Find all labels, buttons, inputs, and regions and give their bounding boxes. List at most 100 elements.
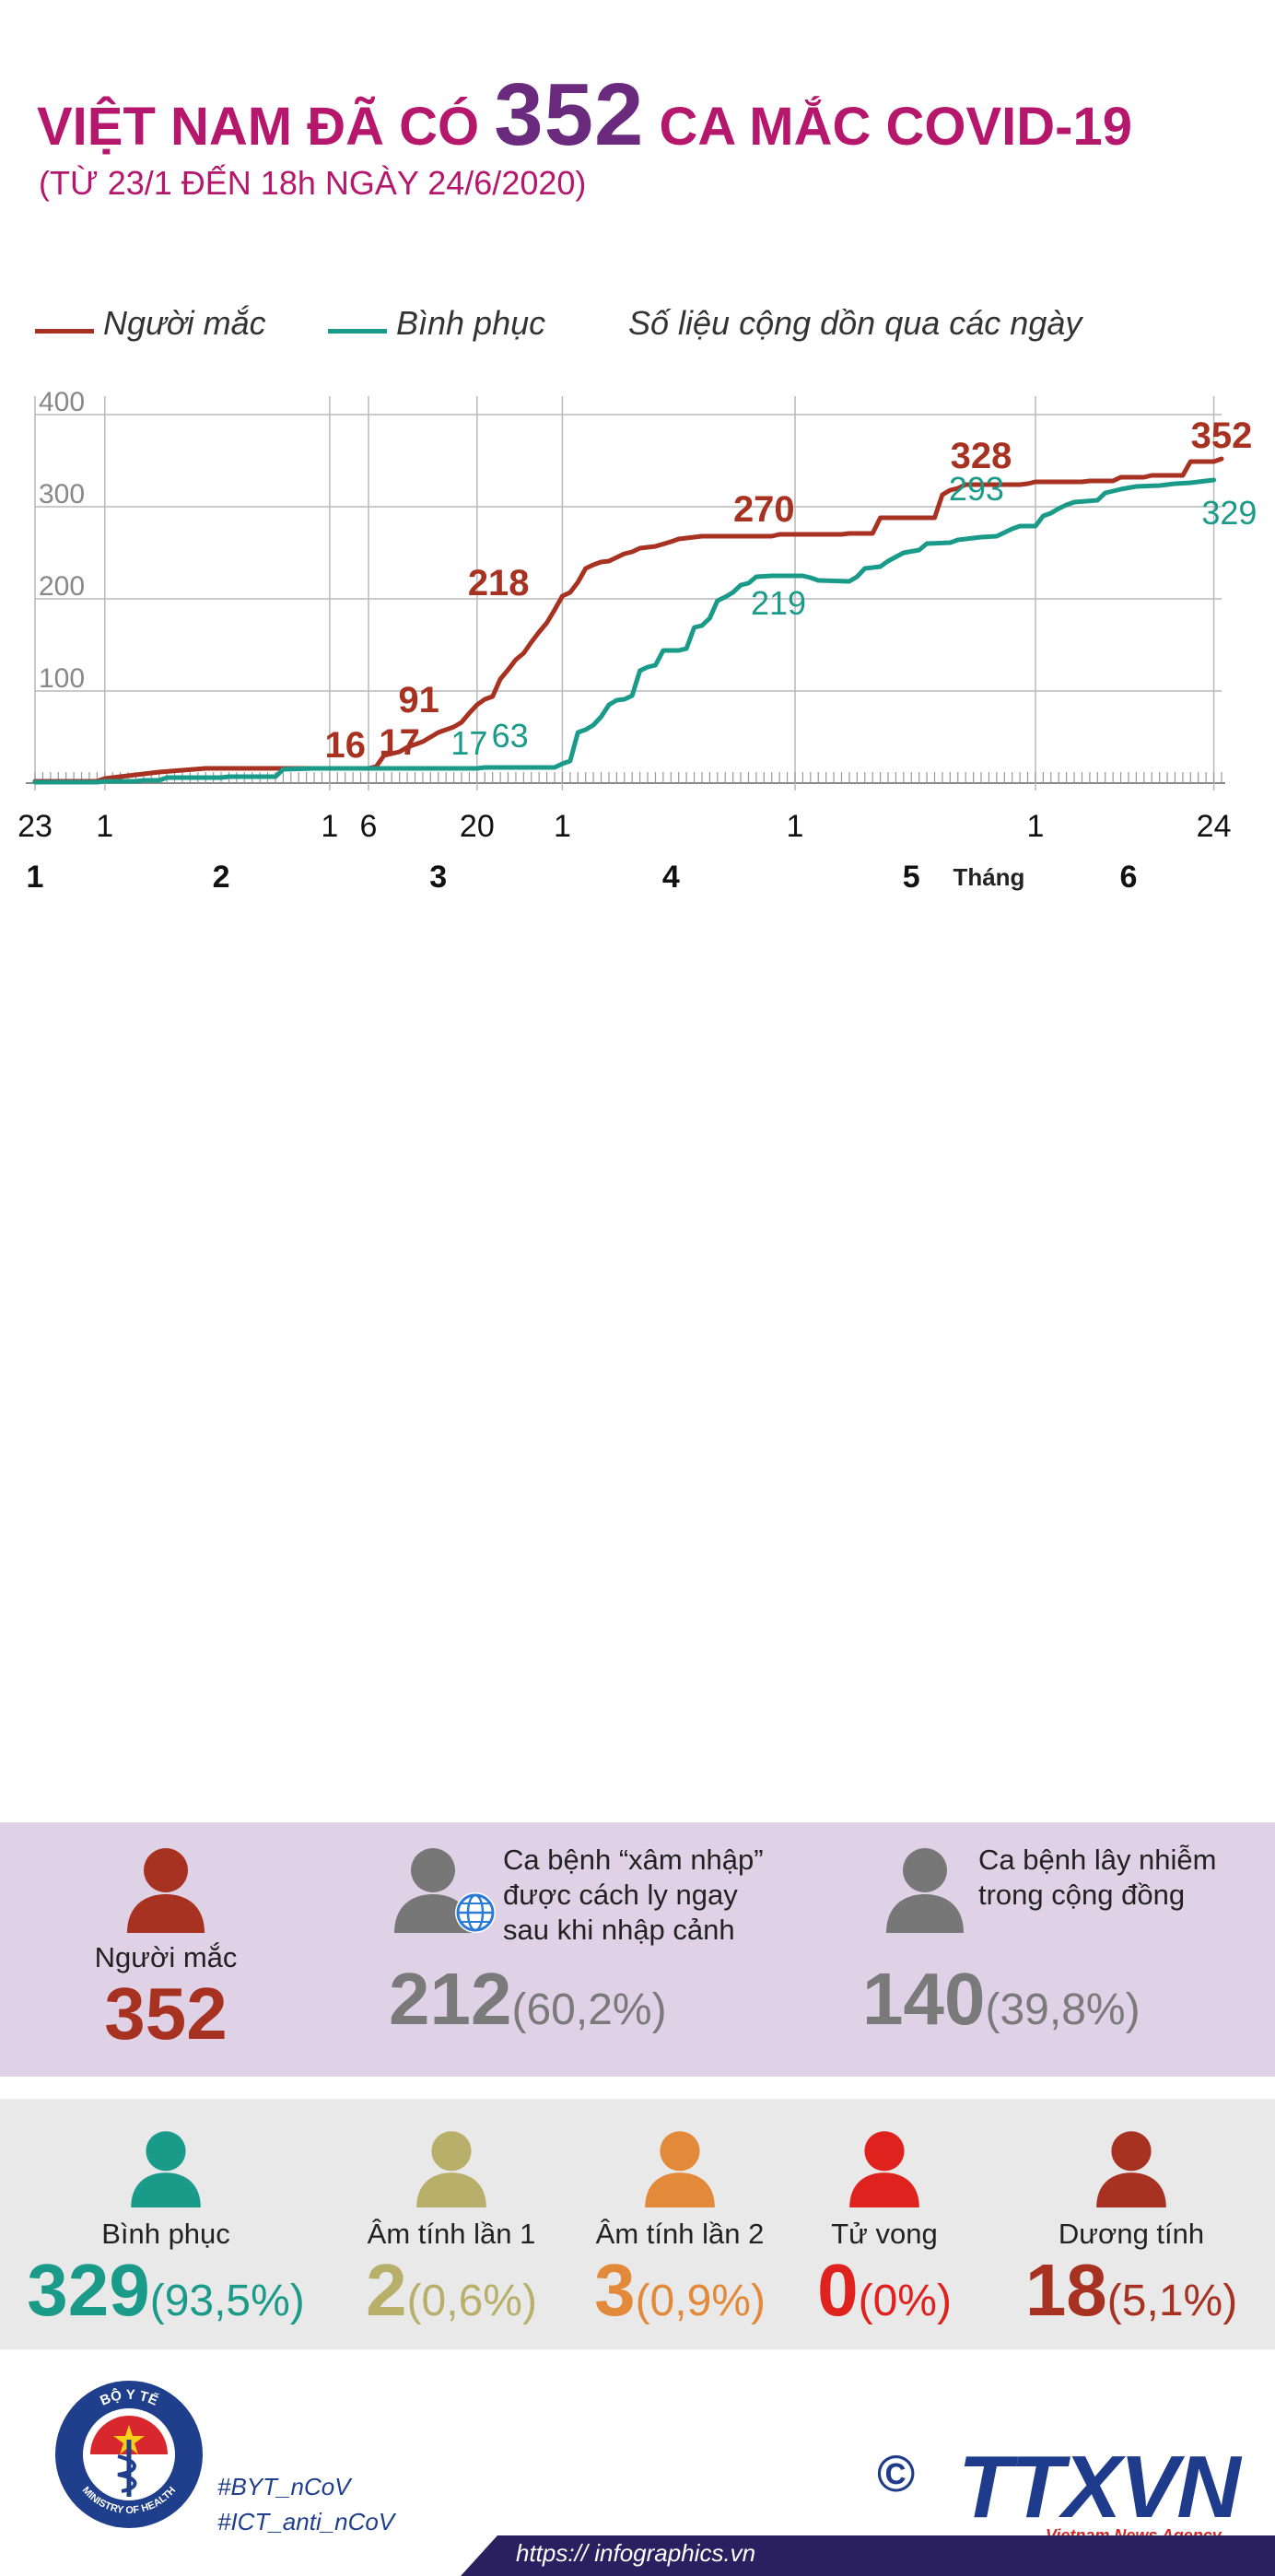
summary-cases-label: Người mắc (94, 1941, 238, 1973)
series-line-cases (32, 456, 1224, 784)
data-label: 218 (468, 563, 530, 603)
month-label: 6 (1120, 860, 1138, 895)
data-label: 270 (733, 489, 795, 530)
recovered-count: 329 (27, 2249, 150, 2331)
hashtags: #BYT_nCoV #ICT_anti_nCoV (217, 2469, 394, 2539)
person-icon (645, 2131, 715, 2207)
community-pct: (39,8%) (985, 1985, 1140, 2034)
status-deaths: Tử vong 0(0%) (792, 2125, 977, 2340)
data-label: 329 (1201, 494, 1257, 532)
status-recovered-label: Bình phục (101, 2218, 230, 2250)
horizontal-gridlines (26, 414, 1225, 784)
summary-community-value: 140(39,8%) (862, 1961, 1140, 2049)
footer-ribbon (461, 2535, 1275, 2576)
data-label: 293 (949, 470, 1004, 508)
summary-cases-value: 352 (104, 1973, 228, 2055)
status-negative-1: Âm tính lần 1 2(0,6%) (341, 2125, 562, 2340)
status-negative-2-label: Âm tính lần 2 (595, 2218, 765, 2250)
legend-recovered-swatch (328, 329, 387, 334)
data-label: 219 (751, 584, 806, 622)
summary-panel: Người mắc 352 Ca bệnh “xâm nhập” được cá… (0, 1822, 1275, 2077)
data-label: 91 (398, 680, 439, 720)
month-label: 1 (27, 860, 44, 895)
person-icon (127, 1848, 205, 1933)
footer-url[interactable]: https:// infographics.vn (516, 2539, 756, 2567)
x-tick-label: 24 (1197, 809, 1232, 844)
status-recovered: Bình phục 329(93,5%) (9, 2125, 322, 2340)
month-label: 3 (429, 860, 447, 895)
month-axis-label: Tháng (953, 863, 1024, 891)
person-icon (416, 2131, 486, 2207)
data-label: 17 (379, 722, 420, 763)
x-tick-label: 1 (554, 809, 571, 844)
subtitle: (TỪ 23/1 ĐẾN 18h NGÀY 24/6/2020) (39, 164, 587, 202)
person-icon (1096, 2131, 1166, 2207)
hashtag-ict: #ICT_anti_nCoV (217, 2508, 395, 2535)
data-label: 17 (450, 724, 487, 762)
x-tick-label: 23 (18, 809, 53, 844)
person-icon (849, 2131, 919, 2207)
month-label: 5 (903, 860, 920, 895)
neg1-pct: (0,6%) (406, 2277, 537, 2325)
series-line-recovered (32, 477, 1217, 785)
legend-cases-swatch (35, 329, 94, 334)
person-icon (131, 2131, 201, 2207)
status-panel: Bình phục 329(93,5%) Âm tính lần 1 2(0,6… (0, 2099, 1275, 2349)
summary-cases: Người mắc 352 (55, 1841, 276, 2053)
deaths-pct: (0%) (858, 2277, 952, 2325)
legend-note: Số liệu cộng dồn qua các ngày (628, 304, 1082, 342)
status-negative-1-value: 2(0,6%) (341, 2252, 562, 2340)
status-positive: Dương tính 18(5,1%) (1002, 2125, 1260, 2340)
data-label: 352 (1191, 416, 1253, 456)
imported-pct: (60,2%) (511, 1985, 667, 2034)
title-number: 352 (494, 65, 645, 164)
legend-recovered-label: Bình phục (396, 304, 546, 342)
status-negative-2: Âm tính lần 2 3(0,9%) (569, 2125, 790, 2340)
title-prefix: VIỆT NAM ĐÃ CÓ (37, 97, 495, 157)
copyright-icon: © (877, 2444, 916, 2502)
status-recovered-value: 329(93,5%) (9, 2252, 322, 2340)
series-lines (32, 456, 1224, 785)
deaths-count: 0 (817, 2249, 859, 2331)
person-globe-icon (394, 1848, 496, 1933)
recovered-pct: (93,5%) (149, 2277, 305, 2325)
x-tick-label: 6 (360, 809, 378, 844)
x-tick-label: 20 (460, 809, 495, 844)
month-label: 4 (662, 860, 680, 895)
title-suffix: CA MẮC COVID-19 (644, 97, 1132, 157)
hashtag-byt: #BYT_nCoV (217, 2473, 351, 2500)
y-tick-label: 300 (39, 479, 85, 509)
status-negative-1-label: Âm tính lần 1 (367, 2218, 536, 2250)
positive-count: 18 (1024, 2249, 1107, 2331)
status-deaths-value: 0(0%) (792, 2252, 977, 2340)
imported-count: 212 (389, 1958, 512, 2040)
status-positive-value: 18(5,1%) (1002, 2252, 1260, 2340)
x-tick-label: 1 (321, 809, 338, 844)
y-axis-labels: 100 200 300 400 (39, 387, 85, 694)
month-label: 2 (213, 860, 230, 895)
x-tick-label: 1 (1026, 809, 1044, 844)
summary-community-label: Ca bệnh lây nhiễm trong cộng đồng (978, 1844, 1217, 1911)
ministry-of-health-seal: BỘ Y TẾ MINISTRY OF HEALTH (55, 2381, 203, 2528)
status-negative-2-value: 3(0,9%) (569, 2252, 790, 2340)
page-title: VIỆT NAM ĐÃ CÓ 352 CA MẮC COVID-19 (37, 64, 1132, 166)
community-count: 140 (862, 1958, 986, 2040)
data-label: 16 (324, 725, 366, 766)
data-label: 63 (492, 717, 529, 755)
summary-imported-value: 212(60,2%) (389, 1961, 667, 2049)
data-label: 328 (951, 436, 1012, 476)
person-icon (886, 1848, 964, 1933)
y-tick-label: 200 (39, 571, 85, 602)
agency-logo: TTXVN (958, 2438, 1241, 2536)
neg1-count: 2 (366, 2249, 407, 2331)
vertical-gridlines (34, 396, 1215, 790)
status-deaths-label: Tử vong (831, 2218, 938, 2250)
legend-cases-label: Người mắc (103, 304, 266, 342)
neg2-pct: (0,9%) (635, 2277, 766, 2325)
x-tick-label: 1 (787, 809, 804, 844)
y-tick-label: 400 (39, 387, 85, 417)
positive-pct: (5,1%) (1106, 2277, 1238, 2325)
